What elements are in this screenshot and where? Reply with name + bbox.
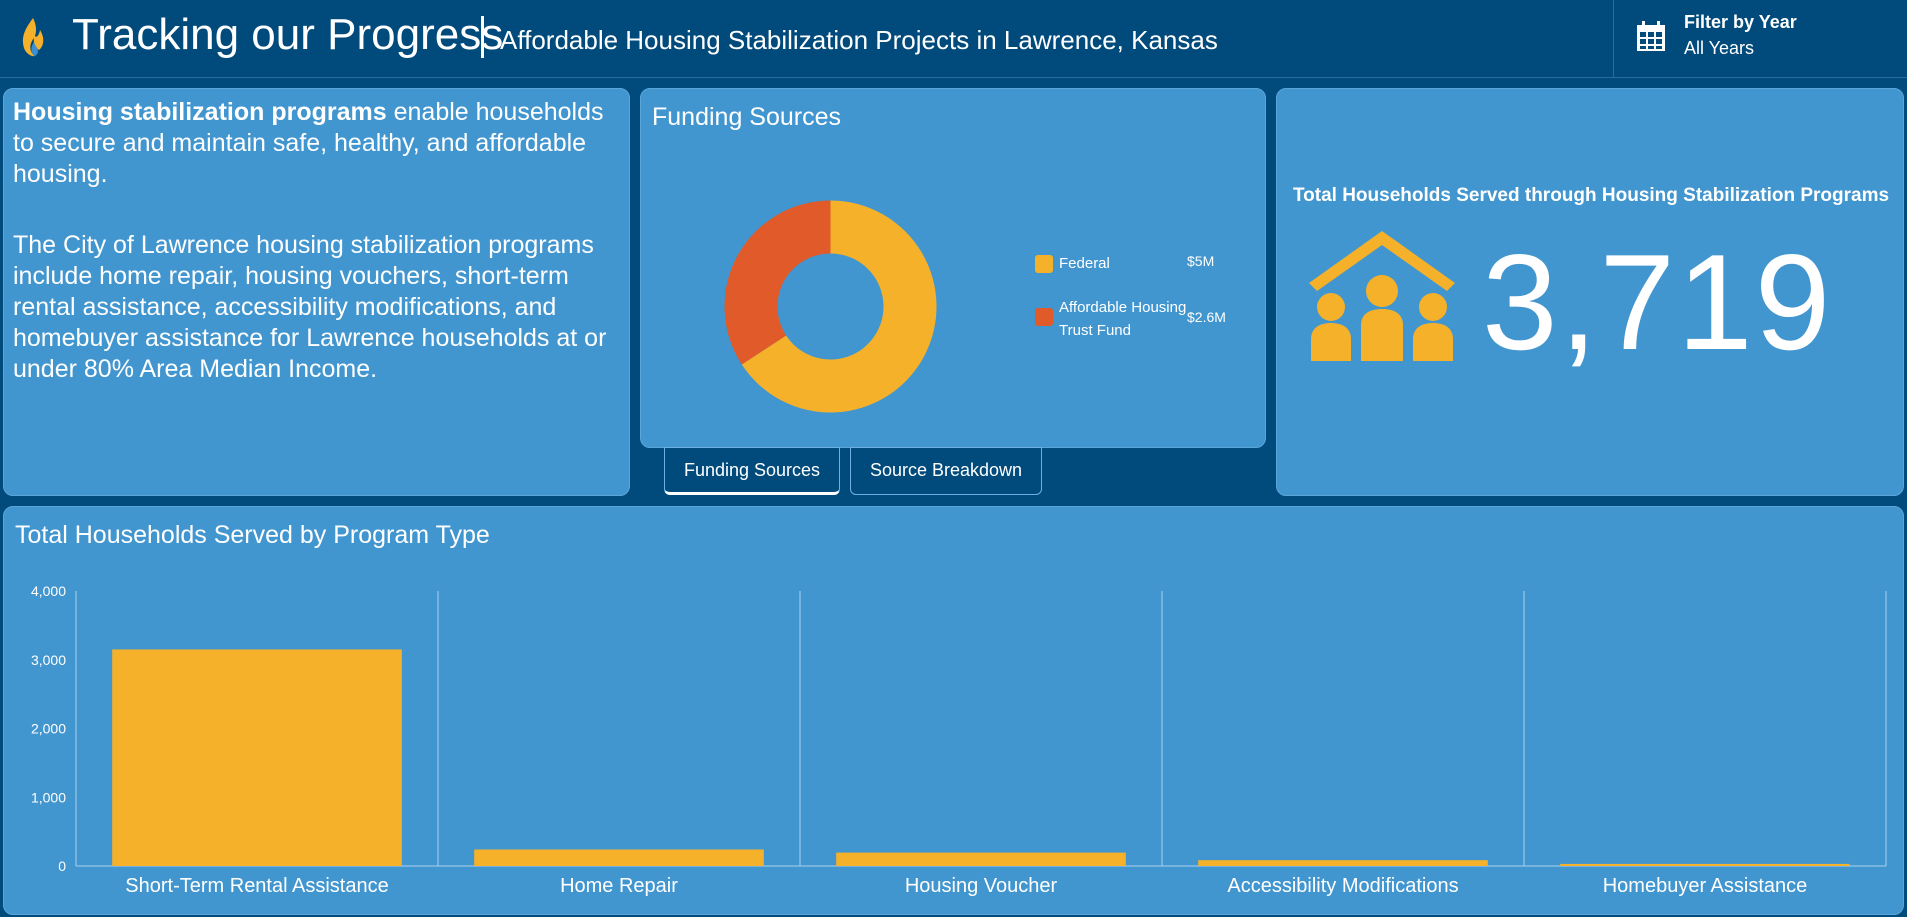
bar-0[interactable] bbox=[112, 649, 402, 866]
funding-sources-panel: Funding Sources Federal $5M Affordable H… bbox=[640, 88, 1266, 448]
app-title: Tracking our Progress bbox=[72, 10, 504, 59]
x-category-label: Accessibility Modifications bbox=[1227, 875, 1458, 897]
tab-funding-sources[interactable]: Funding Sources bbox=[664, 447, 840, 495]
total-households-panel: Total Households Served through Housing … bbox=[1276, 88, 1904, 496]
legend-swatch-trust-fund bbox=[1035, 308, 1053, 326]
intro-text: Housing stabilization programs enable ho… bbox=[13, 97, 623, 425]
legend-value-federal: $5M bbox=[1187, 253, 1215, 269]
legend-label-trust-fund: Affordable Housing Trust Fund bbox=[1059, 299, 1187, 339]
community-house-icon bbox=[1309, 231, 1455, 361]
bar-2[interactable] bbox=[836, 852, 1126, 866]
total-households-value: 3,719 bbox=[1482, 226, 1833, 378]
bar-3[interactable] bbox=[1198, 860, 1488, 866]
y-tick-label: 4,000 bbox=[31, 583, 66, 599]
legend-swatch-federal bbox=[1035, 255, 1053, 273]
y-tick-label: 0 bbox=[58, 858, 66, 874]
year-filter[interactable]: Filter by Year All Years bbox=[1613, 0, 1907, 78]
intro-paragraph-2: The City of Lawrence housing stabilizati… bbox=[13, 231, 607, 383]
filter-value[interactable]: All Years bbox=[1684, 38, 1755, 58]
donut-slice-1[interactable] bbox=[724, 200, 831, 365]
x-category-label: Homebuyer Assistance bbox=[1603, 875, 1808, 897]
calendar-icon bbox=[1637, 21, 1665, 51]
funding-title: Funding Sources bbox=[652, 103, 842, 131]
y-tick-label: 3,000 bbox=[31, 652, 66, 668]
intro-panel: Housing stabilization programs enable ho… bbox=[3, 88, 630, 496]
flame-logo-icon bbox=[22, 18, 44, 57]
y-tick-label: 2,000 bbox=[31, 721, 66, 737]
legend-label-federal: Federal bbox=[1059, 255, 1110, 272]
program-type-bar-chart: 0 1,000 2,000 3,000 4,000 Short-Term Rental A… bbox=[31, 583, 1887, 897]
app-subtitle: Affordable Housing Stabilization Project… bbox=[500, 25, 1218, 55]
x-category-label: Housing Voucher bbox=[905, 875, 1058, 897]
chart-title: Total Households Served by Program Type bbox=[15, 521, 490, 549]
y-tick-label: 1,000 bbox=[31, 789, 66, 805]
tab-source-breakdown[interactable]: Source Breakdown bbox=[850, 447, 1042, 495]
total-households-label: Total Households Served through Housing … bbox=[1292, 185, 1890, 206]
x-category-label: Short-Term Rental Assistance bbox=[125, 875, 388, 897]
bar-1[interactable] bbox=[474, 849, 764, 867]
intro-paragraph-1: Housing stabilization programs enable ho… bbox=[13, 97, 623, 190]
bar-4[interactable] bbox=[1560, 863, 1850, 866]
filter-label: Filter by Year bbox=[1684, 12, 1797, 32]
funding-donut-chart bbox=[724, 200, 937, 413]
donut-slice-0[interactable] bbox=[741, 200, 937, 413]
header-bar: Tracking our Progress Affordable Housing… bbox=[0, 0, 1907, 78]
program-type-chart-panel: Total Households Served by Program Type … bbox=[3, 506, 1904, 915]
intro-lead-rest: enable households to secure and maintain… bbox=[13, 98, 604, 188]
legend-value-trust-fund: $2.6M bbox=[1187, 309, 1226, 325]
intro-bold-lead: Housing stabilization programs bbox=[13, 98, 387, 126]
x-category-label: Home Repair bbox=[560, 875, 678, 897]
title-divider bbox=[481, 16, 484, 58]
